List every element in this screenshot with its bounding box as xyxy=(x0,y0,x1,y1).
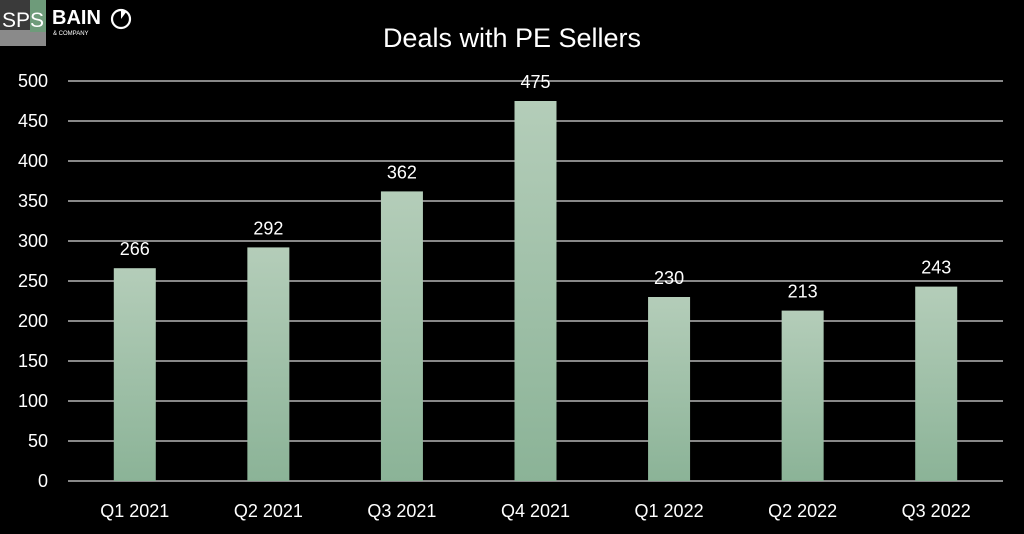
chart-title: Deals with PE Sellers xyxy=(383,23,641,53)
data-label: 362 xyxy=(387,162,417,182)
y-tick-label: 300 xyxy=(18,231,48,251)
x-category-label: Q2 2021 xyxy=(234,501,303,521)
bars xyxy=(113,101,958,481)
data-label: 243 xyxy=(921,258,951,278)
x-category-label: Q1 2021 xyxy=(100,501,169,521)
x-category-label: Q3 2021 xyxy=(367,501,436,521)
y-axis-ticks: 0 50 100 150 200 250 300 350 400 450 500 xyxy=(18,71,48,491)
x-category-label: Q2 2022 xyxy=(768,501,837,521)
sps-bain-logo: SPS BAIN & COMPANY xyxy=(0,0,132,46)
data-label: 230 xyxy=(654,268,684,288)
x-axis-categories: Q1 2021 Q2 2021 Q3 2021 Q4 2021 Q1 2022 Q2 20… xyxy=(100,501,970,521)
y-tick-label: 500 xyxy=(18,71,48,91)
y-tick-label: 200 xyxy=(18,311,48,331)
bain-circle-icon xyxy=(110,8,132,30)
bar xyxy=(113,268,156,481)
bar xyxy=(514,101,557,481)
bar xyxy=(247,247,290,481)
data-label: 213 xyxy=(788,282,818,302)
bar xyxy=(380,191,423,481)
y-tick-label: 100 xyxy=(18,391,48,411)
bar xyxy=(915,286,958,481)
x-category-label: Q3 2022 xyxy=(902,501,971,521)
y-tick-label: 450 xyxy=(18,111,48,131)
data-label: 266 xyxy=(120,239,150,259)
logo-mark-accent xyxy=(30,0,46,32)
y-tick-label: 50 xyxy=(28,431,48,451)
logo-brand-text: BAIN xyxy=(52,7,101,29)
bar xyxy=(781,310,824,481)
logo-mark-band xyxy=(0,30,46,46)
bar xyxy=(648,297,691,481)
data-label: 475 xyxy=(520,72,550,92)
y-tick-label: 350 xyxy=(18,191,48,211)
y-tick-label: 150 xyxy=(18,351,48,371)
y-tick-label: 250 xyxy=(18,271,48,291)
data-label: 292 xyxy=(253,218,283,238)
logo-sps-text: SPS xyxy=(2,9,44,32)
data-labels: 266 292 362 475 230 213 243 xyxy=(120,72,951,302)
y-tick-label: 0 xyxy=(38,471,48,491)
y-tick-label: 400 xyxy=(18,151,48,171)
x-category-label: Q4 2021 xyxy=(501,501,570,521)
logo-sub-text: & COMPANY xyxy=(53,31,89,37)
x-category-label: Q1 2022 xyxy=(635,501,704,521)
